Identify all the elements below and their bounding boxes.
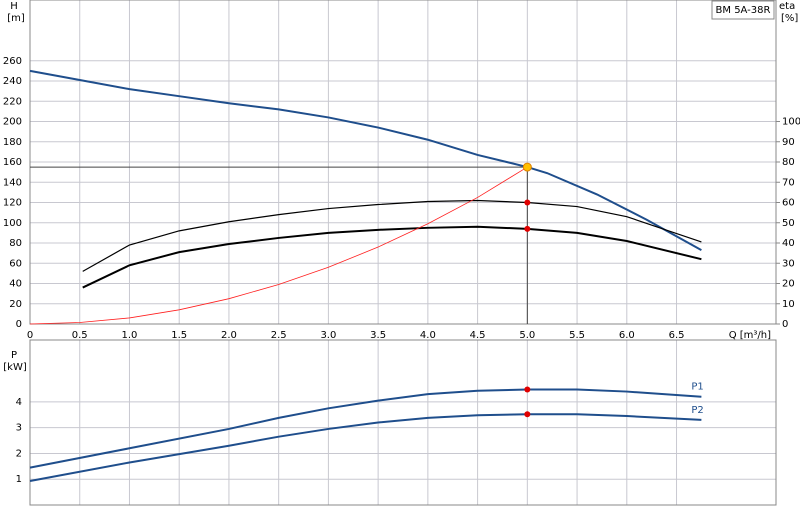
- y-tick-label: 40: [9, 279, 22, 290]
- y2-tick-label: 40: [782, 238, 795, 249]
- x-tick-label: 6.0: [619, 330, 635, 341]
- y-tick-label: 2: [16, 448, 22, 459]
- x-tick-label: 5.0: [519, 330, 535, 341]
- chart-title: BM 5A-38R: [716, 5, 771, 16]
- y-tick-label: 0: [16, 319, 22, 330]
- title-box: [711, 0, 775, 20]
- legend-label: P1: [691, 382, 703, 393]
- y2-tick-label: 10: [782, 299, 795, 310]
- operating-point: [524, 199, 531, 206]
- y-axis-unit: [kW]: [3, 362, 27, 373]
- operating-point: [524, 225, 531, 232]
- y-tick-label: 140: [3, 177, 22, 188]
- y-tick-label: 160: [3, 157, 22, 168]
- x-tick-label: 1.0: [122, 330, 138, 341]
- x-tick-label: 3.5: [370, 330, 386, 341]
- y-tick-label: 100: [3, 218, 22, 229]
- series-line: [29, 413, 702, 483]
- x-tick-label: 0.5: [72, 330, 88, 341]
- plot-frame: [29, 0, 777, 325]
- series-line: [82, 225, 702, 289]
- x-tick-label: 1.5: [171, 330, 187, 341]
- y2-tick-label: 80: [782, 157, 795, 168]
- plot-frame: [29, 339, 777, 506]
- y2-tick-label: 0: [782, 319, 788, 330]
- y-axis-label: P: [11, 350, 17, 361]
- series-line: [29, 69, 702, 251]
- y-tick-label: 260: [3, 56, 22, 67]
- y2-tick-label: 100: [782, 117, 800, 128]
- y-tick-label: 180: [3, 137, 22, 148]
- y-tick-label: 220: [3, 96, 22, 107]
- y-tick-label: 120: [3, 198, 22, 209]
- y2-tick-label: 70: [782, 177, 795, 188]
- x-tick-label: 0: [27, 330, 33, 341]
- operating-point: [524, 411, 531, 418]
- legend-label: P2: [691, 405, 703, 416]
- y2-axis-label: eta: [779, 1, 795, 12]
- series-line: [29, 166, 528, 325]
- y-tick-label: 200: [3, 117, 22, 128]
- y-tick-label: 240: [3, 76, 22, 87]
- y-tick-label: 3: [16, 423, 22, 434]
- y-tick-label: 80: [9, 238, 22, 249]
- y-axis-label: H: [10, 1, 18, 12]
- y2-tick-label: 20: [782, 279, 795, 290]
- operating-point: [522, 162, 532, 172]
- x-tick-label: 4.0: [420, 330, 436, 341]
- operating-point: [524, 386, 531, 393]
- y2-tick-label: 30: [782, 258, 795, 269]
- y-tick-label: 60: [9, 258, 22, 269]
- x-tick-label: 5.5: [569, 330, 585, 341]
- y2-tick-label: 90: [782, 137, 795, 148]
- x-tick-label: 2.5: [271, 330, 287, 341]
- x-tick-label: 6.5: [669, 330, 685, 341]
- y2-tick-label: 60: [782, 198, 795, 209]
- y-tick-label: 20: [9, 299, 22, 310]
- x-tick-label: 2.0: [221, 330, 237, 341]
- series-line: [29, 388, 702, 469]
- y2-tick-label: 50: [782, 218, 795, 229]
- y-tick-label: 4: [16, 397, 22, 408]
- y-axis-unit: [m]: [7, 13, 25, 24]
- series-line: [82, 199, 702, 272]
- x-tick-label: 4.5: [470, 330, 486, 341]
- y-tick-label: 1: [16, 474, 22, 485]
- x-tick-label: 3.0: [320, 330, 336, 341]
- x-axis-label: Q [m³/h]: [729, 330, 771, 341]
- y2-axis-unit: [%]: [781, 13, 798, 24]
